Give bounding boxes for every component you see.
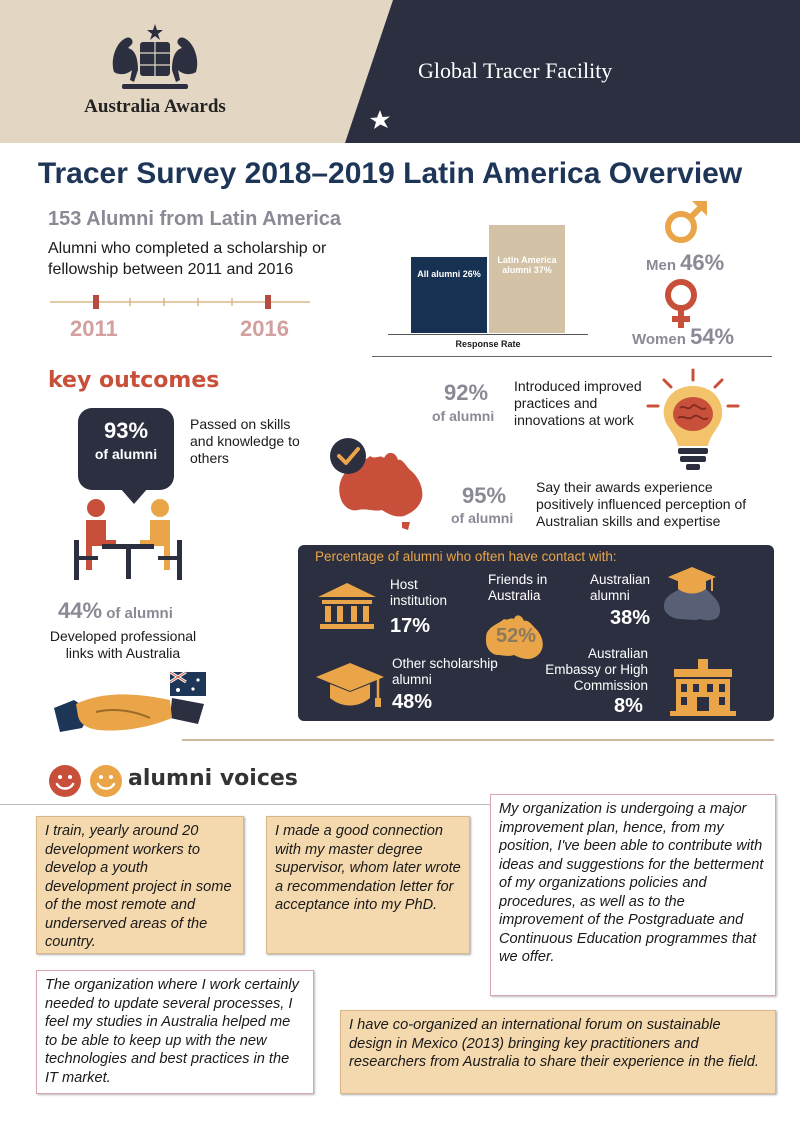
passed-text: Passed on skills and knowledge to others	[190, 416, 300, 466]
other-label: Other scholarship alumni	[392, 656, 498, 687]
timeline	[50, 295, 310, 309]
graduation-cap-icon	[316, 663, 384, 707]
perception-sub: of alumni	[451, 510, 514, 526]
smiley-faces-icon	[49, 765, 122, 797]
handshake-icon	[54, 670, 206, 732]
chart-xlabel: Response Rate	[455, 339, 521, 349]
women-label: Women	[632, 331, 686, 348]
host-label: Host institution	[390, 577, 448, 608]
female-symbol-icon	[665, 279, 697, 328]
divider	[0, 804, 490, 805]
australia-graduation-icon	[664, 567, 721, 621]
contact-title: Percentage of alumni who often have cont…	[315, 549, 617, 564]
passed-sub: of alumni	[94, 446, 158, 462]
quote-card: I have co-organized an international for…	[340, 1010, 776, 1094]
response-rate-chart: All alumni 26% Latin America alumni 37% …	[378, 222, 598, 352]
chart-axis	[388, 334, 588, 335]
meeting-people-icon	[74, 499, 182, 580]
male-symbol-icon	[665, 201, 707, 243]
lightbulb-brain-icon	[646, 368, 740, 470]
alumni-voices-heading: alumni voices	[128, 766, 298, 791]
timeline-marker-start	[93, 295, 99, 309]
aus-alumni-value: 38%	[610, 607, 651, 629]
australia-map-icon	[486, 615, 543, 659]
speech-bubble: 93% of alumni	[78, 408, 174, 490]
friends-value: 52%	[496, 625, 537, 647]
star-icon	[370, 110, 390, 129]
quote-card: I train, yearly around 20 development wo…	[36, 816, 244, 954]
aus-alumni-label: Australian alumni	[590, 572, 651, 603]
facility-name: Global Tracer Facility	[418, 58, 613, 83]
embassy-building-icon	[670, 659, 736, 716]
year-start: 2011	[70, 316, 118, 341]
timeline-marker-end	[265, 295, 271, 309]
improved-pct: 92%	[444, 380, 489, 405]
alumni-description: Alumni who completed a scholarship or fe…	[48, 240, 327, 278]
year-end: 2016	[240, 316, 289, 341]
header-dark-band	[345, 0, 800, 143]
links-sub: of alumni	[106, 605, 173, 622]
perception-text: Say their awards experience positively i…	[536, 479, 747, 529]
contact-panel: Percentage of alumni who often have cont…	[298, 545, 774, 721]
women-stat: Women 54%	[632, 324, 734, 350]
links-stat: 44% of alumni	[58, 598, 173, 624]
improved-text: Introduced improved practices and innova…	[514, 378, 642, 428]
passed-pct: 93%	[103, 418, 149, 443]
quote-card: I made a good connection with my master …	[266, 816, 470, 954]
improved-sub: of alumni	[432, 408, 495, 424]
page-title: Tracer Survey 2018–2019 Latin America Ov…	[37, 157, 743, 190]
bar-latin-america-alumni: Latin America alumni 37%	[489, 225, 565, 333]
institution-icon	[318, 583, 376, 629]
alumni-count: 153 Alumni from Latin America	[48, 208, 342, 230]
men-pct: 46%	[680, 250, 725, 275]
other-value: 48%	[392, 691, 433, 713]
brand-name: Australia Awards	[84, 96, 226, 117]
coat-of-arms-icon	[112, 24, 198, 89]
speech-bubble-tail	[120, 488, 148, 504]
divider	[372, 356, 772, 357]
bar-all-alumni: All alumni 26%	[411, 257, 487, 333]
men-stat: Men 46%	[646, 250, 724, 276]
embassy-label: Australian Embassy or High Commission	[545, 646, 648, 693]
australia-check-icon	[330, 438, 423, 530]
quote-card: My organization is undergoing a major im…	[490, 794, 776, 996]
divider	[182, 739, 774, 741]
women-pct: 54%	[690, 324, 735, 349]
links-pct: 44%	[58, 598, 103, 623]
friends-label: Friends in Australia	[488, 572, 548, 603]
men-label: Men	[646, 257, 676, 274]
quote-card: The organization where I work certainly …	[36, 970, 314, 1094]
perception-pct: 95%	[462, 483, 507, 508]
key-outcomes-heading: key outcomes	[48, 368, 220, 393]
links-text: Developed professional links with Austra…	[49, 628, 197, 661]
embassy-value: 8%	[614, 695, 643, 717]
host-value: 17%	[390, 615, 431, 637]
